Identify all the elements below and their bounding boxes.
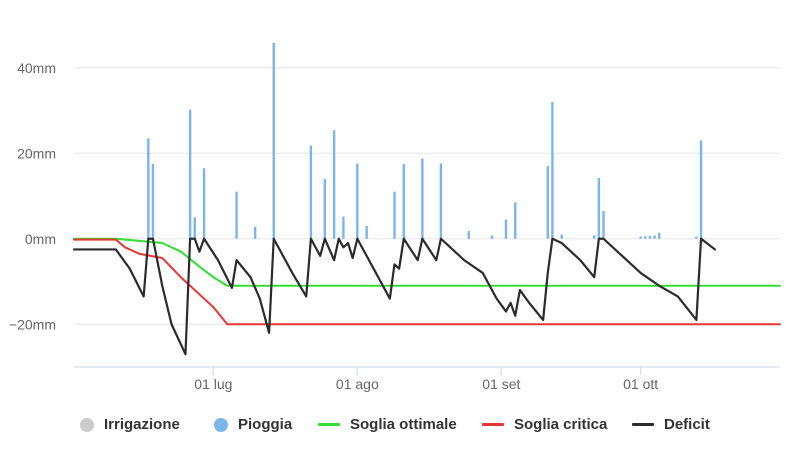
pioggia-bar[interactable]	[202, 168, 206, 239]
y-tick-label: 0mm	[25, 231, 56, 247]
pioggia-bar[interactable]	[658, 232, 661, 239]
legend-item-soglia-critica[interactable]: Soglia critica	[482, 416, 607, 433]
pioggia-bar[interactable]	[593, 235, 596, 239]
pioggia-bar[interactable]	[188, 109, 192, 239]
pioggia-bar[interactable]	[365, 225, 368, 239]
pioggia-bar[interactable]	[639, 236, 642, 239]
pioggia-bar[interactable]	[253, 226, 257, 239]
pioggia-bar[interactable]	[467, 231, 471, 239]
pioggia-bar[interactable]	[393, 191, 396, 239]
x-tick-label: 01 ago	[336, 376, 379, 392]
legend-item-irrigazione[interactable]: Irrigazione	[80, 416, 180, 433]
chart: −20mm 0mm 20mm 40mm 01 lug 01 ago 01 set 01 ott	[9, 42, 781, 392]
pioggia-bar[interactable]	[332, 130, 336, 239]
pioggia-bar[interactable]	[402, 163, 405, 239]
pioggia-bar[interactable]	[653, 235, 656, 239]
pioggia-bar[interactable]	[546, 166, 549, 239]
y-tick-label: 20mm	[17, 145, 56, 161]
pioggia-bar[interactable]	[648, 235, 652, 239]
legend-label-deficit: Deficit	[664, 416, 710, 433]
y-tick-label: −20mm	[9, 316, 56, 332]
pioggia-bar[interactable]	[151, 163, 155, 239]
legend-label-soglia-ottimale: Soglia ottimale	[350, 416, 457, 433]
pioggia-bar[interactable]	[193, 217, 196, 239]
legend-label-pioggia: Pioggia	[238, 416, 293, 433]
pioggia-bar[interactable]	[644, 236, 647, 239]
pioggia-bar[interactable]	[147, 138, 150, 239]
legend-item-pioggia[interactable]: Pioggia	[214, 416, 292, 433]
pioggia-bar[interactable]	[272, 42, 275, 239]
pioggia-bar[interactable]	[602, 210, 605, 239]
pioggia-bar[interactable]	[421, 158, 424, 239]
legend-item-soglia-ottimale[interactable]: Soglia ottimale	[318, 416, 457, 433]
chart-svg: −20mm 0mm 20mm 40mm 01 lug 01 ago 01 set 01 ott	[9, 42, 781, 392]
pioggia-bar[interactable]	[551, 101, 554, 239]
legend-symbol-soglia-critica	[482, 423, 504, 426]
pioggia-bar[interactable]	[695, 236, 698, 239]
pioggia-bar[interactable]	[490, 235, 494, 239]
deficit-line[interactable]	[72, 237, 717, 356]
legend-symbol-soglia-ottimale	[318, 423, 340, 426]
legend-symbol-deficit	[632, 423, 654, 426]
pioggia-bar[interactable]	[309, 145, 313, 239]
legend-symbol-irrigazione	[80, 417, 94, 432]
soglia-critica-line[interactable]	[73, 238, 781, 326]
pioggia-bar[interactable]	[235, 191, 238, 239]
x-tick-label: 01 set	[482, 376, 520, 392]
pioggia-bar[interactable]	[439, 163, 443, 239]
legend-label-irrigazione: Irrigazione	[104, 416, 180, 433]
x-tick-label: 01 lug	[194, 376, 232, 392]
x-tick-label: 01 ott	[623, 376, 658, 392]
soglia-ottimale-line[interactable]	[73, 237, 781, 287]
legend-item-deficit[interactable]: Deficit	[632, 416, 710, 433]
pioggia-bar[interactable]	[699, 140, 703, 239]
pioggia-bar[interactable]	[323, 178, 327, 239]
legend-symbol-pioggia	[214, 417, 228, 432]
pioggia-bar[interactable]	[514, 202, 517, 239]
pioggia-bar[interactable]	[356, 163, 359, 239]
legend: Irrigazione Pioggia Soglia ottimale Sogl…	[0, 410, 800, 444]
pioggia-bar[interactable]	[597, 178, 601, 239]
legend-label-soglia-critica: Soglia critica	[514, 416, 608, 433]
pioggia-bar[interactable]	[504, 219, 508, 239]
pioggia-bar[interactable]	[342, 216, 345, 239]
pioggia-bar[interactable]	[560, 234, 563, 239]
y-tick-label: 40mm	[17, 60, 56, 76]
